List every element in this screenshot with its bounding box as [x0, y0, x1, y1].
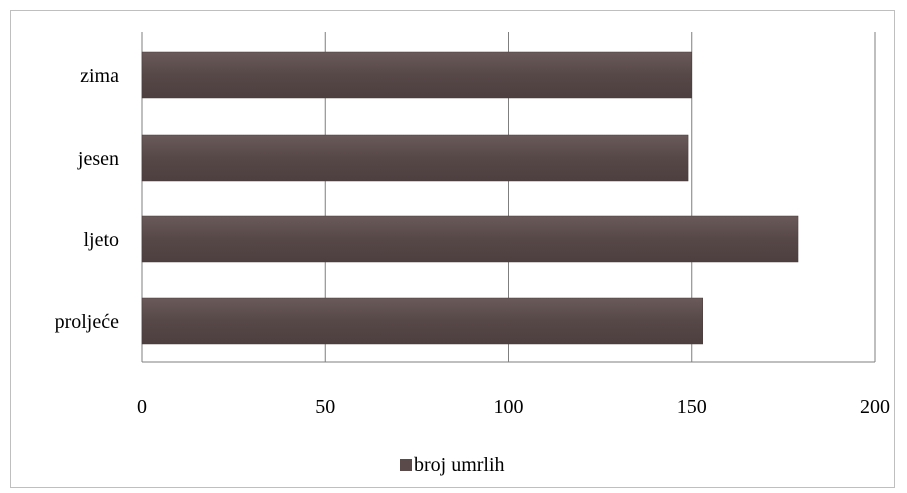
legend: broj umrlih — [400, 454, 505, 476]
legend-label: broj umrlih — [414, 454, 505, 476]
x-tick-label: 0 — [137, 396, 147, 418]
x-axis-tick-labels: 0 50 100 150 200 — [137, 396, 890, 418]
bar-3 — [141, 297, 703, 345]
x-tick-label: 100 — [494, 396, 524, 418]
x-tick-label: 200 — [860, 396, 890, 418]
x-tick-label: 150 — [677, 396, 707, 418]
category-label: ljeto — [83, 229, 119, 251]
x-tick-label: 50 — [315, 396, 335, 418]
category-label: zima — [80, 65, 119, 87]
bar-1 — [141, 134, 689, 182]
category-label: proljeće — [55, 311, 120, 333]
bars — [141, 51, 799, 345]
legend-swatch — [400, 459, 412, 471]
bar-2 — [141, 215, 799, 263]
category-labels: zima jesen ljeto proljeće — [55, 65, 120, 333]
bar-0 — [141, 51, 692, 99]
category-label: jesen — [77, 148, 119, 170]
